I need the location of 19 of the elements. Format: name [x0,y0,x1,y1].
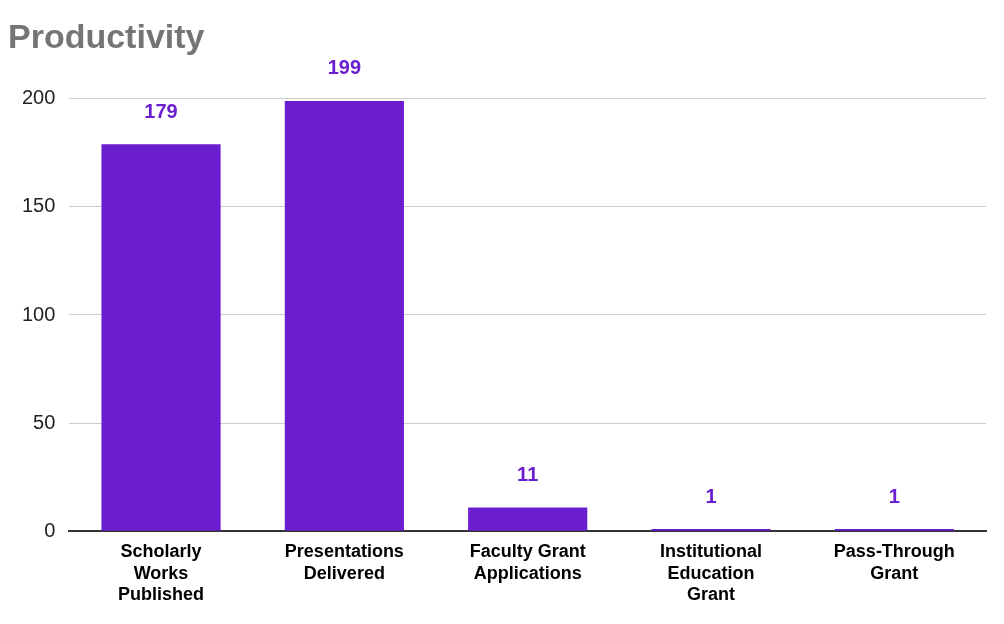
data-label: 11 [517,462,539,485]
x-tick-label: Pass-Through Grant [833,540,955,583]
data-label: 1 [888,484,900,507]
x-tick-label: Faculty Grant Applications [469,540,586,583]
x-tick-label: Institutional Education Grant [660,540,763,605]
bar [101,144,221,531]
y-tick-label: 150 [21,194,56,217]
y-tick-label: 50 [33,410,56,433]
y-tick-label: 100 [21,302,56,325]
x-tick-label: Presentations Delivered [284,540,404,583]
x-tick-label: Scholarly Works Published [118,540,205,605]
bar [284,100,404,531]
data-label: 1 [705,484,717,507]
bar [468,507,588,531]
y-tick-label: 0 [44,518,56,541]
chart-title: Productivity [8,16,205,55]
y-tick-label: 200 [21,86,56,109]
data-label: 179 [144,99,178,122]
data-label: 199 [327,56,362,79]
